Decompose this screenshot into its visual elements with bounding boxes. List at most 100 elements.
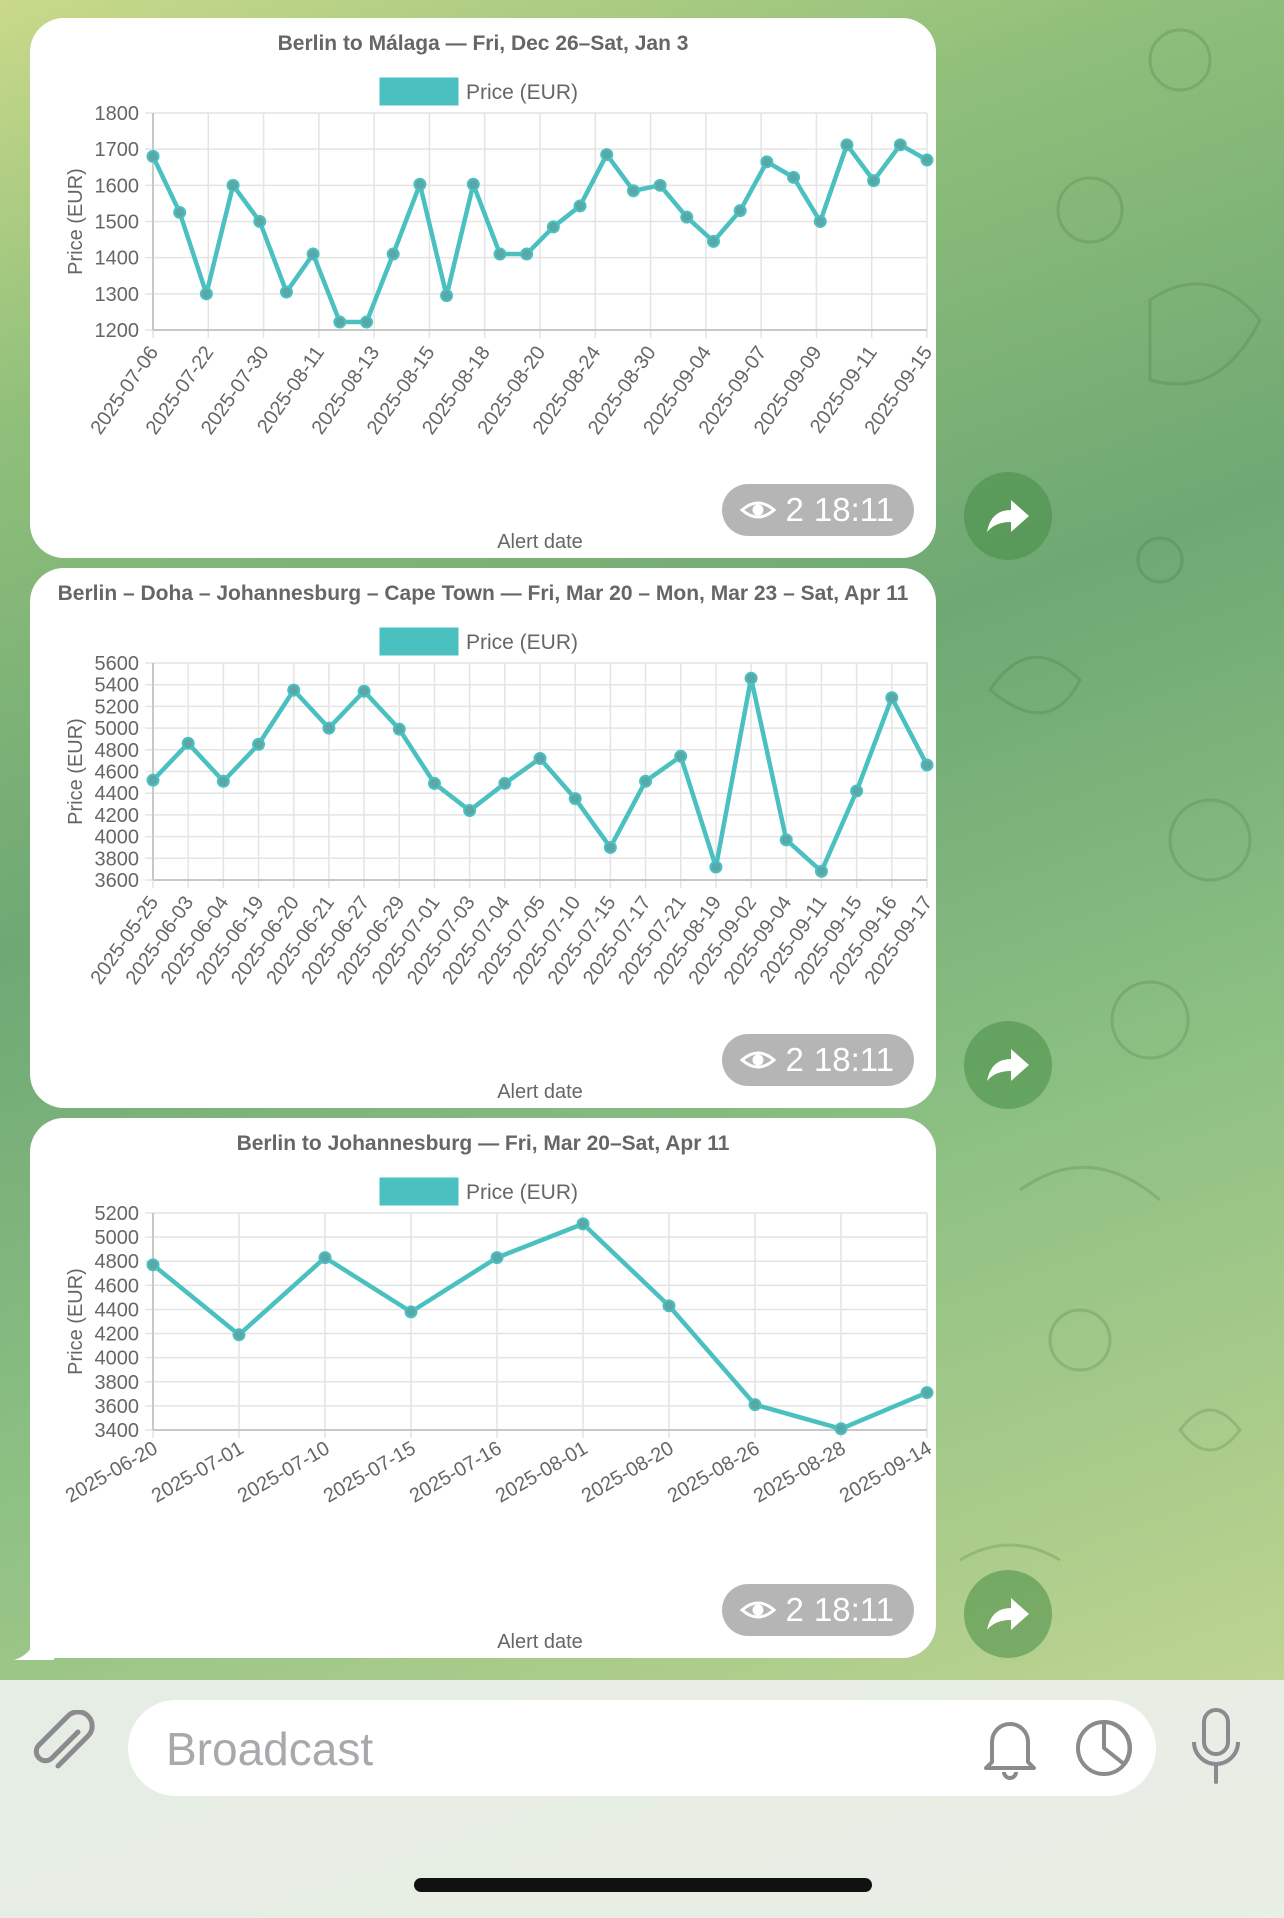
data-point (813, 215, 827, 228)
y-axis-label: Price (EUR) (65, 168, 87, 275)
data-point (744, 671, 758, 685)
x-axis-label: Alert date (497, 531, 583, 553)
share-arrow-icon (987, 500, 1029, 532)
data-point (146, 1258, 160, 1272)
y-axis-label: Price (EUR) (65, 718, 87, 825)
timer-icon[interactable] (1072, 1712, 1136, 1782)
message-meta-1: 2 18:11 (721, 484, 914, 536)
x-axis-label: Alert date (497, 1631, 583, 1653)
x-tick-label: 2025-07-15 (320, 1437, 420, 1507)
data-point (392, 722, 406, 736)
data-point (253, 215, 267, 228)
legend-label: Price (EUR) (466, 1181, 578, 1204)
share-arrow-icon (987, 1049, 1029, 1081)
data-point (893, 138, 907, 152)
y-tick-label: 1400 (95, 248, 140, 270)
eye-icon (739, 1601, 776, 1619)
data-point (333, 315, 347, 329)
share-arrow-icon (987, 1598, 1029, 1630)
data-point (748, 1398, 762, 1412)
y-tick-label: 1600 (95, 175, 140, 197)
bell-icon[interactable] (980, 1712, 1040, 1782)
y-tick-label: 4400 (95, 1299, 140, 1321)
data-point (674, 749, 688, 763)
chart-title: Berlin to Johannesburg — Fri, Mar 20–Sat… (237, 1132, 730, 1155)
data-point (867, 174, 881, 188)
y-tick-label: 5200 (95, 696, 140, 718)
data-point (779, 833, 793, 847)
y-tick-label: 5000 (95, 718, 140, 740)
data-point (787, 170, 801, 184)
data-point (920, 153, 934, 167)
data-point (733, 204, 747, 218)
microphone-icon[interactable] (1186, 1706, 1246, 1790)
data-point (199, 287, 213, 301)
y-tick-label: 4200 (95, 1324, 140, 1346)
y-tick-label: 3400 (95, 1420, 140, 1442)
y-tick-label: 1300 (95, 284, 140, 306)
legend-label: Price (EUR) (466, 81, 578, 104)
legend-swatch (379, 1177, 459, 1206)
view-count: 2 (785, 1591, 804, 1628)
data-point (232, 1328, 246, 1342)
data-point (360, 315, 374, 329)
message-time: 18:11 (813, 1041, 894, 1078)
y-tick-label: 4800 (95, 1251, 140, 1273)
x-tick-label: 2025-07-10 (234, 1437, 334, 1507)
data-point (357, 684, 371, 698)
data-point (920, 1386, 934, 1400)
bubble-tail (14, 1630, 54, 1660)
data-point (463, 804, 477, 818)
y-tick-label: 4600 (95, 1275, 140, 1297)
data-point (840, 138, 854, 152)
x-tick-label: 2025-08-26 (664, 1437, 764, 1507)
data-point (146, 773, 160, 787)
data-point (573, 199, 587, 213)
y-tick-label: 4800 (95, 740, 140, 762)
chart-message-3[interactable]: Berlin to Johannesburg — Fri, Mar 20–Sat… (30, 1118, 936, 1658)
data-point (386, 247, 400, 261)
legend-label: Price (EUR) (466, 631, 578, 654)
broadcast-input[interactable]: Broadcast (128, 1700, 1156, 1796)
data-point (546, 220, 560, 234)
chart-message-2[interactable]: Berlin – Doha – Johannesburg – Cape Town… (30, 568, 936, 1108)
eye-icon (739, 1051, 776, 1069)
share-button-3[interactable] (964, 1570, 1052, 1658)
series-line (150, 142, 929, 325)
message-time: 18:11 (813, 1591, 894, 1628)
data-point (413, 177, 427, 191)
input-placeholder: Broadcast (166, 1723, 374, 1775)
view-count: 2 (785, 491, 804, 528)
data-point (226, 178, 240, 192)
y-tick-label: 3600 (95, 870, 140, 892)
data-point (920, 758, 934, 772)
series-line (151, 1221, 928, 1432)
message-meta-3: 2 18:11 (721, 1584, 914, 1636)
y-tick-label: 1800 (95, 103, 140, 125)
data-point (834, 1422, 848, 1436)
price-chart-3: Berlin to Johannesburg — Fri, Mar 20–Sat… (62, 1132, 936, 1653)
y-tick-label: 4200 (95, 805, 140, 827)
y-tick-label: 5200 (95, 1203, 140, 1225)
x-tick-label: 2025-07-01 (148, 1437, 248, 1507)
y-tick-label: 3800 (95, 1372, 140, 1394)
data-point (318, 1251, 332, 1265)
data-point (181, 736, 195, 750)
x-tick-label: 2025-09-14 (836, 1437, 936, 1507)
data-point (814, 864, 828, 878)
share-button-2[interactable] (964, 1021, 1052, 1109)
data-point (600, 148, 614, 162)
paperclip-icon[interactable] (28, 1710, 100, 1782)
chart-title: Berlin – Doha – Johannesburg – Cape Town… (58, 582, 909, 605)
y-tick-label: 1200 (95, 320, 140, 342)
data-point (490, 1251, 504, 1265)
data-point (216, 774, 230, 788)
data-point (440, 289, 454, 303)
data-point (427, 776, 441, 790)
data-point (603, 840, 617, 854)
share-button-1[interactable] (964, 472, 1052, 560)
chart-message-1[interactable]: Berlin to Málaga — Fri, Dec 26–Sat, Jan … (30, 18, 936, 558)
legend-swatch (379, 627, 459, 656)
data-point (466, 177, 480, 191)
price-chart-2: Berlin – Doha – Johannesburg – Cape Town… (58, 582, 936, 1103)
